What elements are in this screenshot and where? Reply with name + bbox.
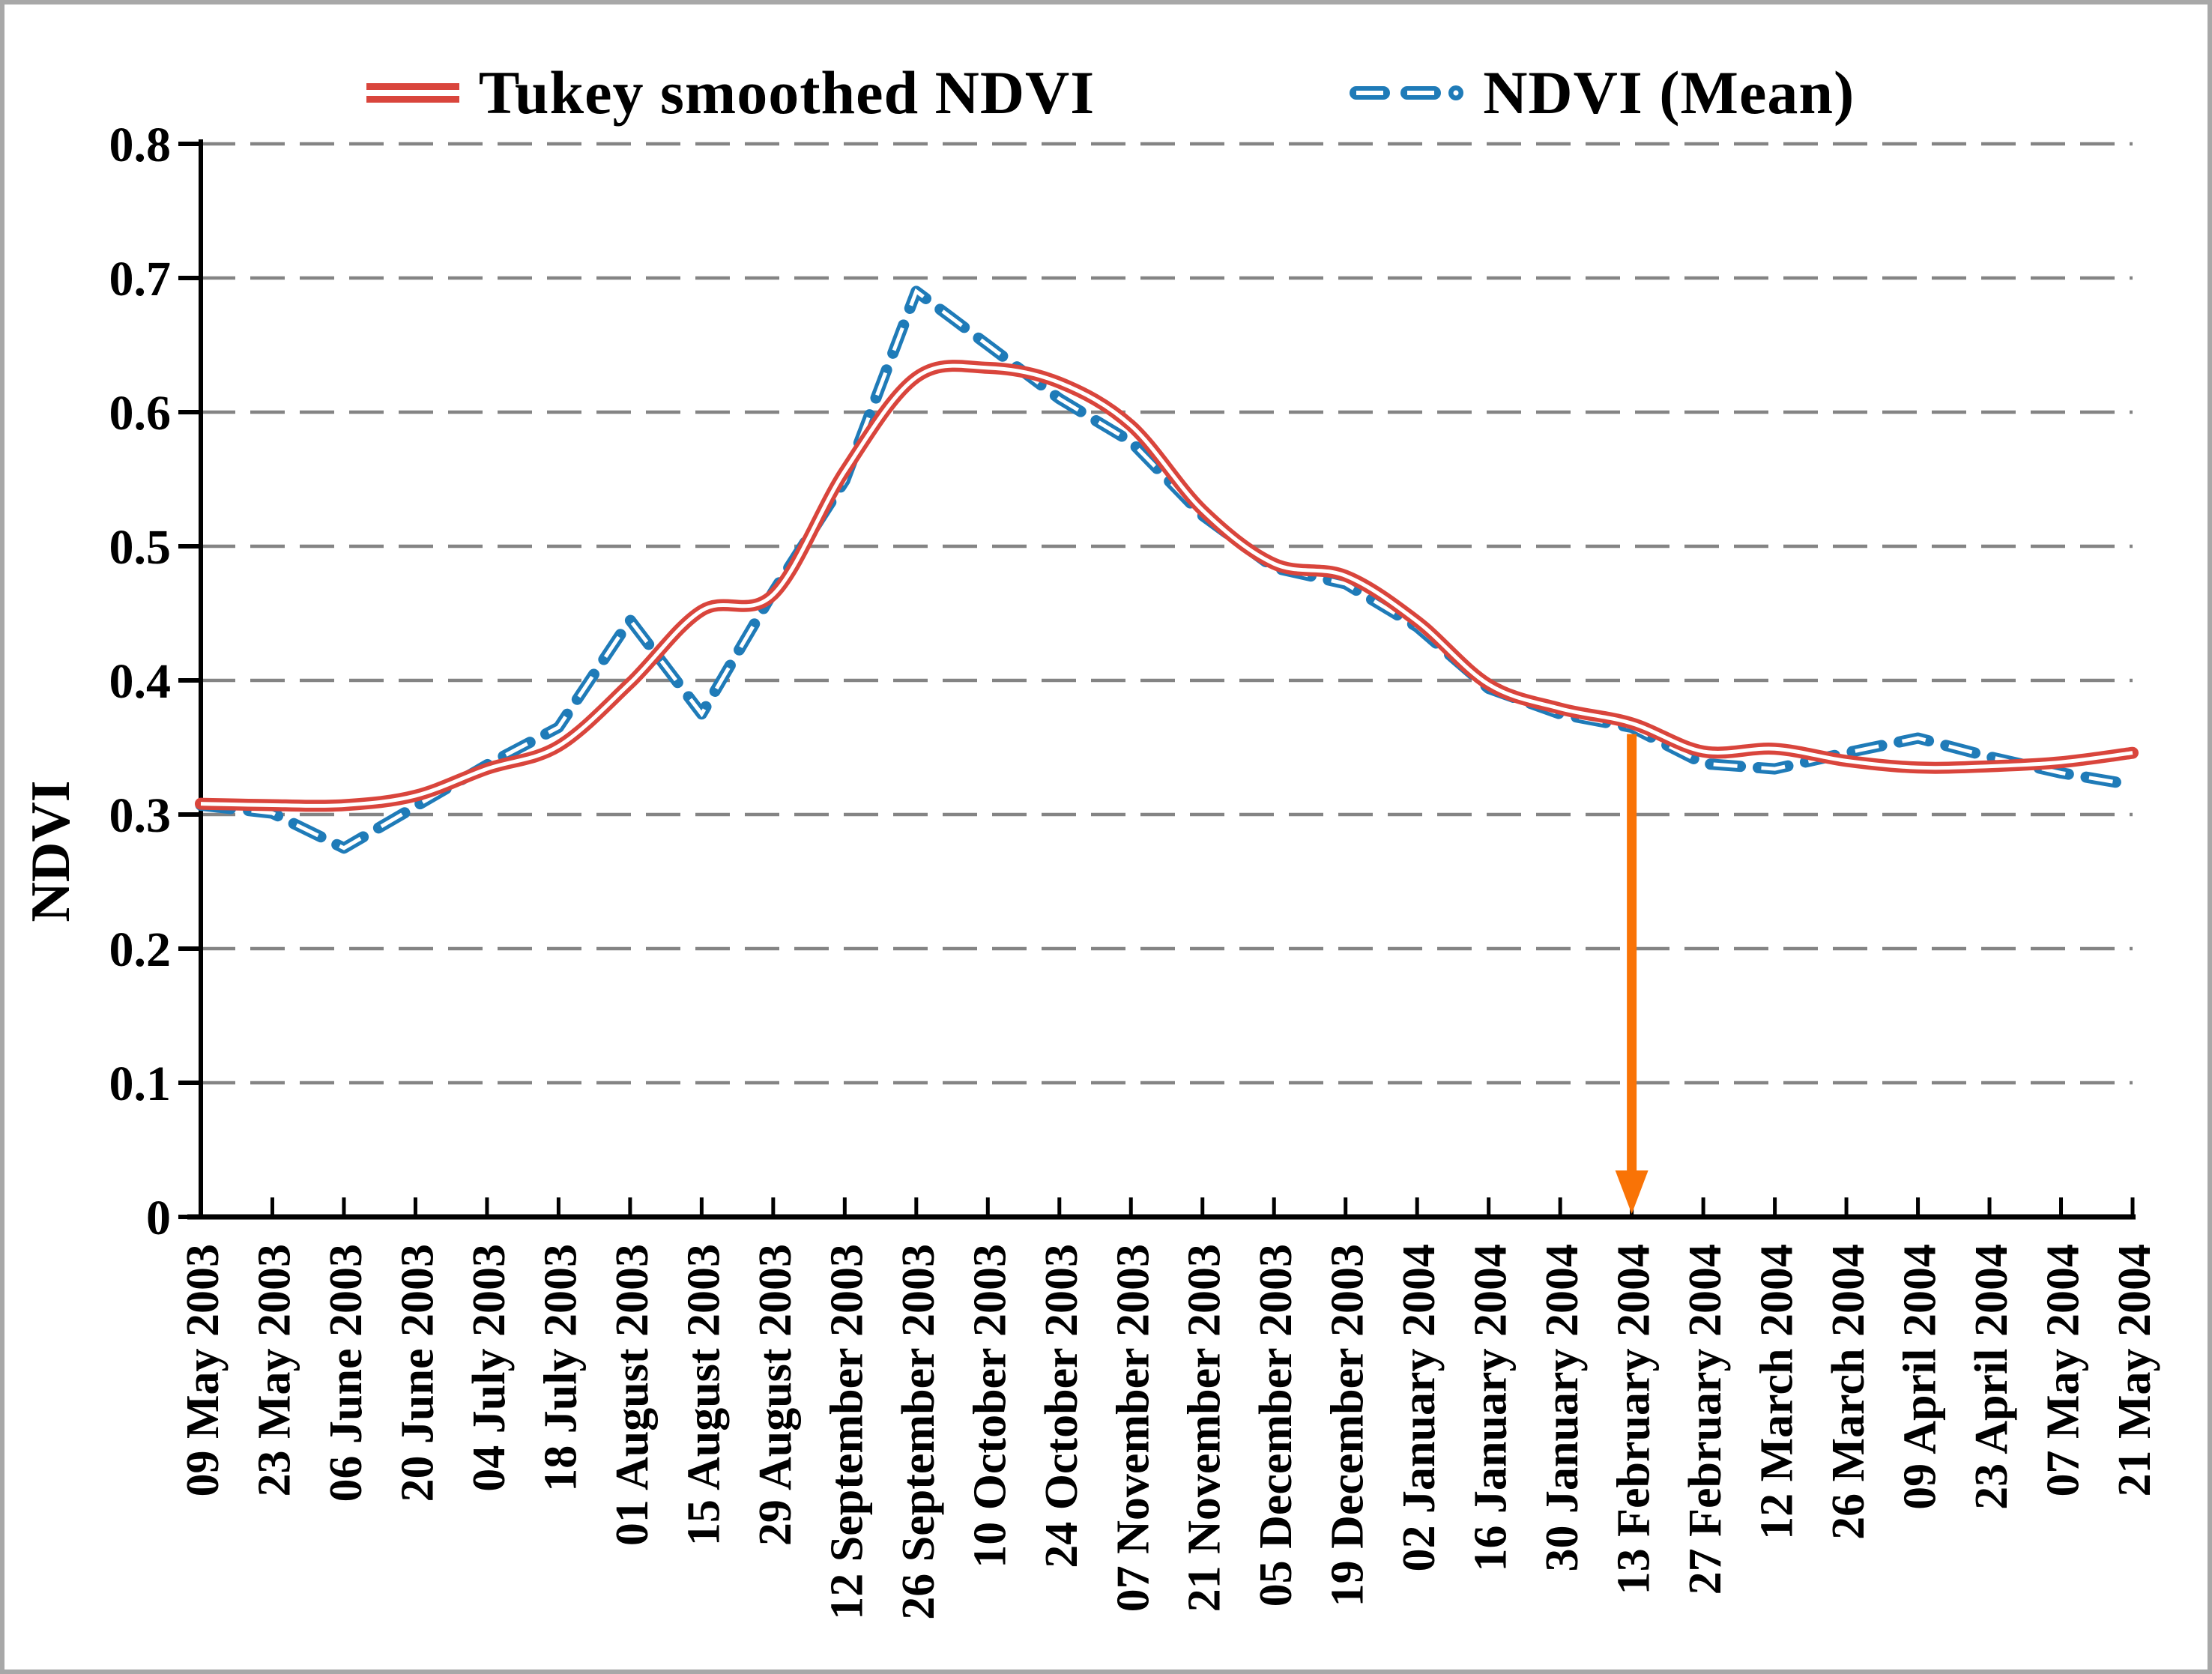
x-tick-label: 09 April 2004: [1895, 1244, 1946, 1510]
y-tick-label: 0.5: [109, 520, 172, 575]
x-tick-label: 26 September 2003: [893, 1244, 944, 1620]
x-tick-label: 16 January 2004: [1466, 1244, 1517, 1571]
tukey-series-line: [195, 360, 2139, 812]
x-tick-label: 26 March 2004: [1823, 1244, 1874, 1540]
chart-plot-area: 0 0.1 0.2 0.3 0.4 0.5 0.6 0.7 0.8 09 May 2003 23 M…: [20, 118, 2160, 1620]
x-tick-label: 23 April 2004: [1966, 1244, 2017, 1510]
mean-series-line-core: [200, 288, 2133, 850]
x-tick-label: 19 December 2003: [1323, 1244, 1374, 1607]
x-tick-label: 13 February 2004: [1609, 1244, 1660, 1595]
x-tick-label: 10 October 2003: [964, 1244, 1015, 1568]
y-tick-label: 0.1: [109, 1057, 172, 1111]
y-tick-label: 0.8: [109, 118, 172, 172]
x-tick-label: 18 July 2003: [535, 1244, 586, 1492]
x-tick-label: 30 January 2004: [1537, 1244, 1588, 1571]
x-tick-label: 21 May 2004: [2109, 1244, 2160, 1497]
y-tick-label: 0.6: [109, 386, 172, 441]
x-tick-label: 02 January 2004: [1394, 1244, 1445, 1571]
x-tick-label: 01 August 2003: [607, 1244, 658, 1546]
annotation-arrow-head: [1615, 1170, 1649, 1214]
x-tick-label: 20 June 2003: [392, 1244, 443, 1502]
x-tick-label: 15 August 2003: [678, 1244, 729, 1546]
y-tick-label: 0.7: [109, 252, 172, 306]
x-tick-label: 07 November 2003: [1107, 1244, 1158, 1612]
y-tick-label: 0: [146, 1191, 171, 1245]
tukey-series-line-core: [200, 363, 2133, 808]
y-axis-title: NDVI: [20, 780, 82, 922]
y-tick-label: 0.3: [109, 788, 172, 843]
x-tick-label: 06 June 2003: [321, 1244, 372, 1502]
x-tick-label: 27 February 2004: [1680, 1244, 1731, 1595]
x-tick-label: 12 September 2003: [821, 1244, 872, 1620]
x-tick-label: 24 October 2003: [1036, 1244, 1087, 1568]
x-tick-label: 09 May 2003: [178, 1244, 229, 1497]
x-tick-label: 29 August 2003: [750, 1244, 801, 1546]
x-tick-label: 23 May 2003: [249, 1244, 300, 1497]
x-tick-label: 07 May 2004: [2038, 1244, 2089, 1497]
x-tick-label: 04 July 2003: [464, 1244, 515, 1492]
x-tick-label: 12 March 2004: [1752, 1244, 1803, 1540]
y-tick-label: 0.4: [109, 654, 172, 709]
y-tick-label: 0.2: [109, 922, 172, 977]
x-tick-label: 05 December 2003: [1251, 1244, 1302, 1607]
x-tick-label: 21 November 2003: [1179, 1244, 1230, 1612]
